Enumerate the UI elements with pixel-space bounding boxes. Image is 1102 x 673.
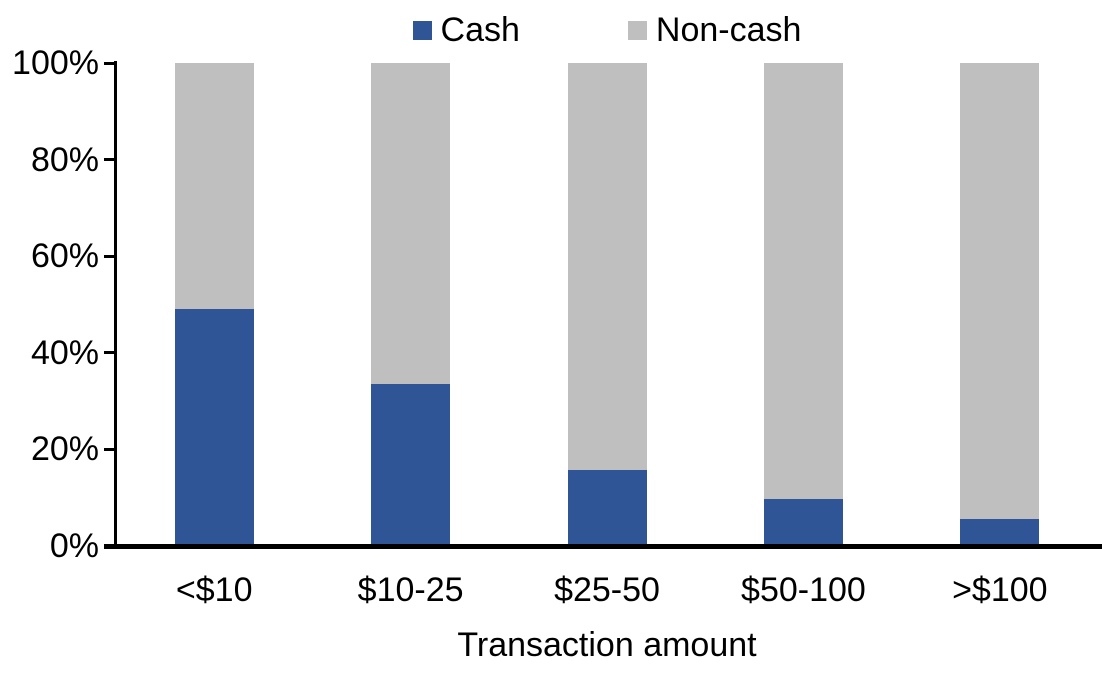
y-tick [104, 447, 114, 451]
bar-segment-noncash [960, 63, 1040, 519]
plot-area [116, 63, 1098, 546]
bar-column [116, 63, 312, 546]
x-tick-label: $25-50 [554, 571, 660, 609]
bar-segment-cash [371, 384, 451, 546]
y-tick-label: 60% [30, 237, 99, 276]
bar-segment-noncash [567, 63, 647, 471]
bar-column [312, 63, 508, 546]
x-axis-line [104, 544, 1102, 549]
x-tick-label: >$100 [952, 571, 1048, 609]
bar-column [509, 63, 705, 546]
legend-swatch-cash [412, 20, 432, 40]
y-tick-label: 20% [30, 430, 99, 469]
bar-segment-cash [960, 518, 1040, 546]
bar-segment-cash [174, 309, 254, 546]
legend-label-cash: Cash [440, 11, 520, 49]
y-tick [104, 254, 114, 258]
y-tick-label: 80% [30, 140, 99, 179]
y-tick-label: 100% [12, 44, 99, 82]
y-tick [104, 158, 114, 162]
bar-stack [371, 63, 451, 546]
y-tick-label: 40% [30, 333, 99, 372]
bar-segment-cash [763, 499, 843, 546]
y-axis-line [114, 61, 117, 548]
x-tick-label: $50-100 [741, 571, 866, 609]
chart-legend: Cash Non-cash [116, 10, 1098, 50]
legend-item-noncash: Non-cash [627, 10, 802, 50]
x-axis-title: Transaction amount [457, 626, 757, 664]
bar-segment-noncash [174, 63, 254, 310]
bar-stack [174, 63, 254, 546]
legend-label-noncash: Non-cash [655, 11, 802, 49]
x-tick-label: <$10 [175, 571, 253, 609]
y-tick [104, 61, 114, 65]
bar-stack [960, 63, 1040, 546]
y-tick [104, 351, 114, 355]
y-tick-label: 0% [49, 527, 99, 565]
x-tick-label: $10-25 [357, 571, 464, 609]
bar-segment-cash [567, 470, 647, 546]
bar-stack [763, 63, 843, 546]
bar-column [902, 63, 1098, 546]
bar-stack [567, 63, 647, 546]
bar-segment-noncash [371, 63, 451, 385]
bar-segment-noncash [763, 63, 843, 500]
legend-swatch-noncash [627, 20, 647, 40]
x-axis-labels: <$10 $10-25 $25-50 $50-100 >$100 [116, 570, 1098, 610]
bar-column [705, 63, 901, 546]
legend-item-cash: Cash [412, 10, 520, 50]
